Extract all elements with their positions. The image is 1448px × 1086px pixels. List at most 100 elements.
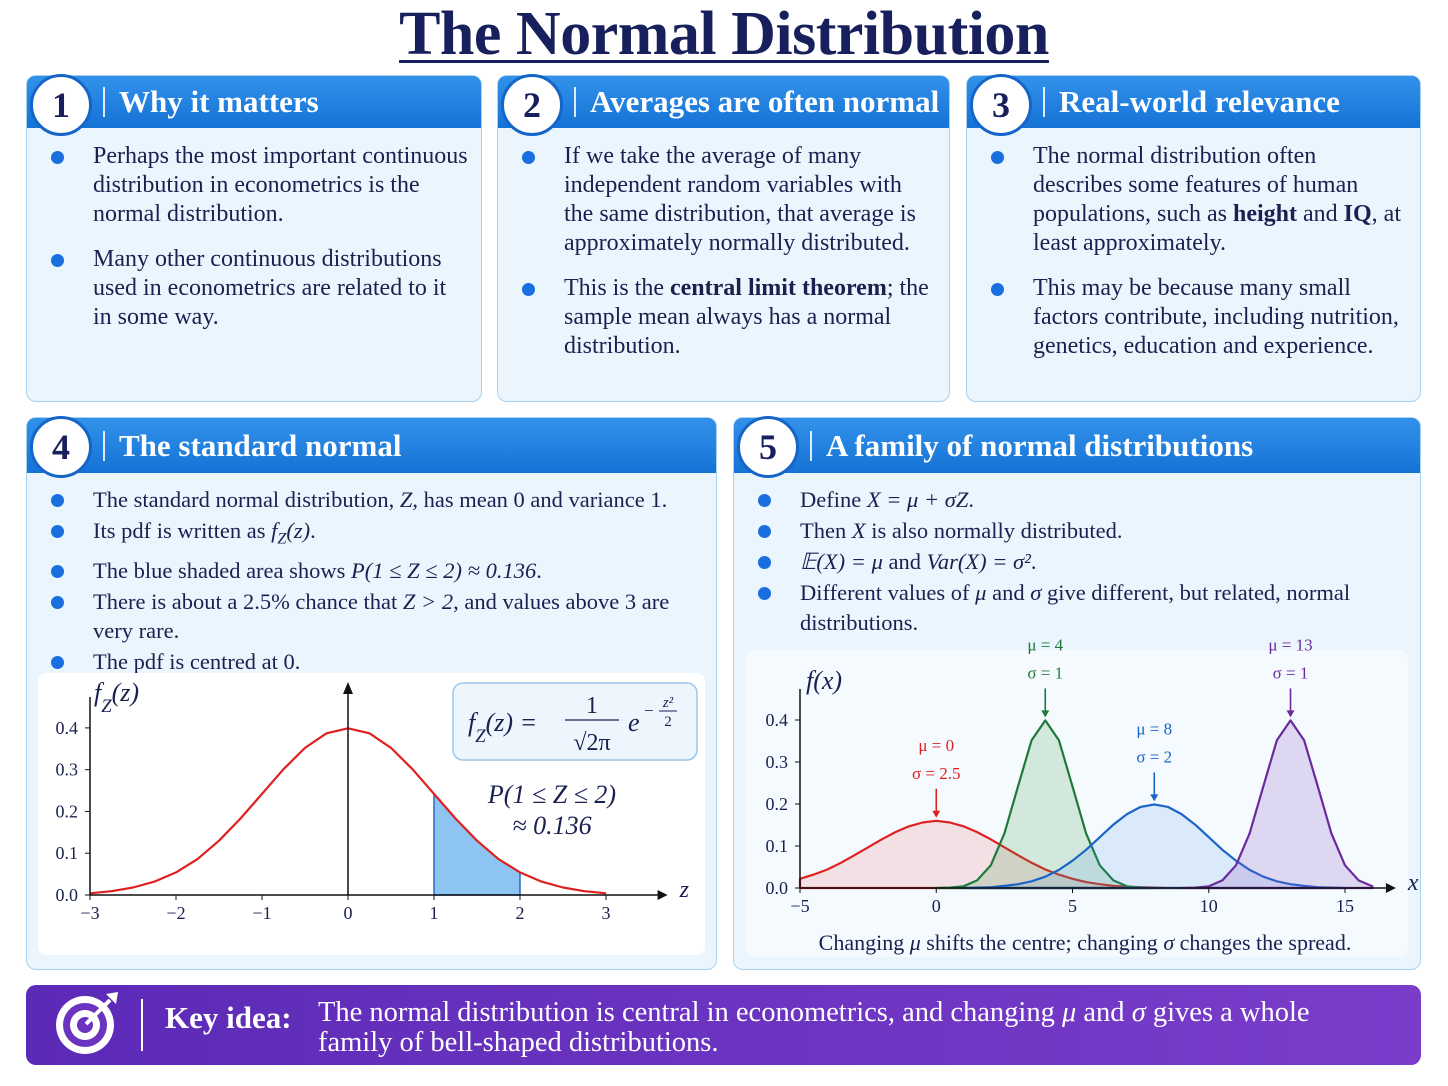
bullet: This is the central limit theorem; the s…	[498, 274, 937, 361]
panel-header: 2 Averages are often normal	[498, 74, 949, 136]
math-text: μ	[1061, 997, 1077, 1028]
target-icon	[56, 992, 143, 1054]
text-run: and	[1076, 997, 1132, 1028]
math-text: σ	[1030, 580, 1042, 605]
math-text: Var(X) = σ²	[926, 549, 1031, 574]
panel-number: 3	[970, 74, 1032, 136]
panel-header: 3 Real-world relevance	[967, 74, 1420, 136]
text-run: This is the	[564, 275, 670, 301]
text-run: There is about a 2.5% chance that	[93, 588, 403, 614]
panel-body: The normal distribution often describes …	[967, 128, 1420, 361]
text-run: and	[882, 549, 927, 574]
panel-number: 5	[737, 416, 799, 478]
panel-body: Perhaps the most important continuous di…	[27, 128, 481, 332]
text-run: This may be because many small factors c…	[1033, 275, 1399, 359]
text-run: Define	[800, 487, 867, 512]
bullet: The blue shaded area shows P(1 ≤ Z ≤ 2) …	[27, 556, 704, 586]
math-text: Z > 2	[402, 588, 454, 614]
panel-heading: Averages are often normal	[574, 86, 939, 117]
bullet: The pdf is centred at 0.	[27, 647, 704, 677]
math-text: f	[271, 518, 278, 543]
panel-heading: A family of normal distributions	[810, 430, 1253, 461]
bullet: There is about a 2.5% chance that Z > 2,…	[27, 587, 704, 646]
math-text: 𝔼(X) = μ	[800, 549, 883, 574]
math-text: X = μ + σZ	[866, 487, 969, 512]
key-idea-text: The normal distribution is central in ec…	[318, 998, 1328, 1058]
math-text: μ	[975, 580, 987, 605]
sub-text: Z	[277, 529, 287, 548]
text-run: is also normally distributed.	[865, 518, 1123, 543]
bullet-list: If we take the average of many independe…	[498, 128, 949, 361]
text-run: The normal distribution is central in ec…	[318, 997, 1062, 1028]
panel: 2 Averages are often normal If we take the…	[497, 74, 950, 402]
text-run: .	[968, 487, 974, 512]
bullet: If we take the average of many independe…	[498, 142, 937, 258]
math-text: Z	[399, 487, 413, 512]
text-run: Its pdf is written as	[93, 518, 272, 543]
bold-text: central limit theorem	[670, 275, 887, 301]
text-run: The normal distribution often describes …	[1033, 143, 1359, 227]
bold-text: IQ	[1343, 201, 1372, 227]
text-run: Perhaps the most important continuous di…	[93, 143, 468, 227]
panel: 4 The standard normal The standard normal …	[26, 416, 717, 970]
key-idea-label: Key idea:	[165, 1000, 292, 1035]
text-run: and	[986, 580, 1031, 605]
math-text: σ	[1131, 997, 1146, 1028]
bullet: Define X = μ + σZ.	[734, 485, 1408, 515]
bullet: The standard normal distribution, Z, has…	[27, 485, 704, 515]
bullet: The normal distribution often describes …	[967, 142, 1408, 258]
text-run: Then	[800, 518, 852, 543]
bullet-list: The standard normal distribution, Z, has…	[27, 473, 716, 677]
text-run: and	[1297, 201, 1344, 227]
text-run: The pdf is centred at 0.	[93, 649, 301, 674]
math-text: P(1 ≤ Z ≤ 2) ≈ 0.136	[351, 557, 537, 583]
panel-body: If we take the average of many independe…	[498, 128, 949, 361]
icon-arrow-head	[106, 992, 118, 1004]
icon-arrow	[84, 998, 112, 1026]
bullet: Perhaps the most important continuous di…	[27, 142, 469, 229]
text-run: .	[536, 557, 542, 583]
key-idea-bar: Key idea: The normal distribution is cen…	[26, 985, 1421, 1065]
bold-text: height	[1232, 201, 1297, 227]
text-run: , has mean 0 and variance 1.	[412, 487, 668, 512]
bullet: Then X is also normally distributed.	[734, 516, 1408, 546]
bullet-list: Define X = μ + σZ. Then X is also normall…	[734, 473, 1420, 637]
page-title: The Normal Distribution	[399, 0, 1049, 68]
panel-header: 5 A family of normal distributions	[734, 416, 1420, 478]
panel: 5 A family of normal distributions Define …	[733, 416, 1421, 970]
panel-number: 4	[30, 416, 92, 478]
math-text: (z)	[286, 518, 311, 543]
panel-header: 1 Why it matters	[27, 74, 481, 136]
bullet: Many other continuous distributions used…	[27, 245, 469, 332]
panel: 3 Real-world relevance The normal distribu…	[966, 74, 1421, 402]
text-run: give different, but related, normal dist…	[800, 580, 1351, 635]
panel-heading: The standard normal	[103, 430, 401, 461]
panel-heading: Why it matters	[103, 86, 319, 117]
text-run: Different values of	[800, 580, 976, 605]
panel-body: The standard normal distribution, Z, has…	[27, 473, 716, 677]
text-run: The blue shaded area shows	[93, 557, 352, 583]
text-run: gives a whole family of bell-shaped dist…	[318, 997, 1310, 1058]
math-text: X	[851, 518, 866, 543]
text-run: .	[1030, 549, 1037, 574]
bullet: Its pdf is written as fZ(z).	[27, 516, 704, 554]
bullet-list: The normal distribution often describes …	[967, 128, 1420, 361]
text-run: Many other continuous distributions used…	[93, 246, 447, 330]
text-run: ; the sample mean always has a normal di…	[564, 275, 929, 359]
bullet-list: Perhaps the most important continuous di…	[27, 128, 481, 332]
panel-heading: Real-world relevance	[1043, 86, 1340, 117]
panel-number: 1	[30, 74, 92, 136]
panel-number: 2	[501, 74, 563, 136]
bullet: Different values of μ and σ give differe…	[734, 578, 1408, 637]
text-run: , at least approximately.	[1033, 201, 1401, 256]
bullet: This may be because many small factors c…	[967, 274, 1408, 361]
panel-body: Define X = μ + σZ. Then X is also normall…	[734, 473, 1420, 637]
text-run: The standard normal distribution,	[93, 487, 400, 512]
panel: 1 Why it matters Perhaps the most importan…	[26, 74, 482, 402]
text-run: .	[310, 518, 316, 543]
panel-header: 4 The standard normal	[27, 416, 716, 478]
text-run: , and values above 3 are very rare.	[93, 588, 670, 644]
text-run: If we take the average of many independe…	[564, 143, 916, 256]
